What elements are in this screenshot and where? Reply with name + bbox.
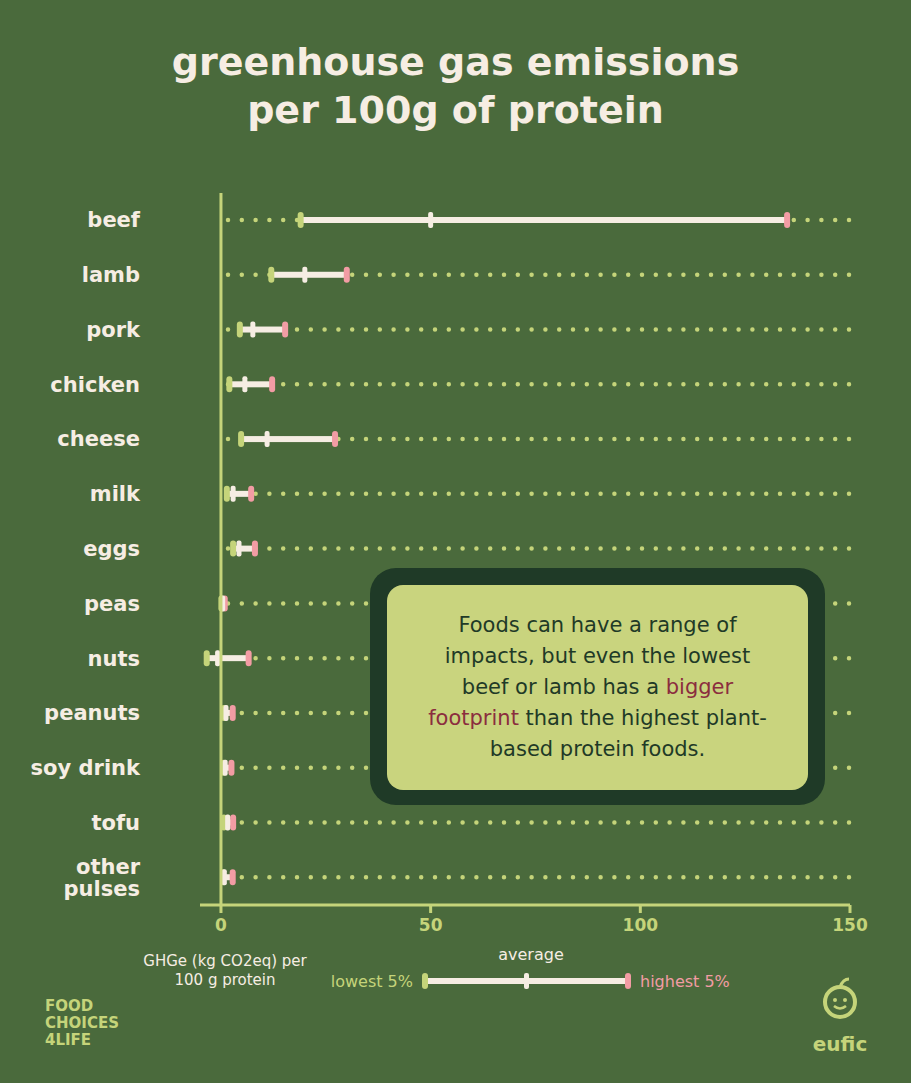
html-text:greenhouse gas emissions: greenhouse gas emissions [171, 40, 740, 84]
svg-text:100: 100 [623, 915, 659, 935]
svg-text:chicken: chicken [50, 373, 140, 397]
svg-text:pork: pork [86, 318, 141, 342]
svg-text:peas: peas [84, 592, 140, 616]
svg-text:50: 50 [419, 915, 443, 935]
svg-text:otherpulses: otherpulses [64, 855, 141, 901]
svg-text:150: 150 [832, 915, 868, 935]
svg-text:tofu: tofu [91, 811, 140, 835]
svg-text:highest 5%: highest 5% [640, 972, 730, 991]
svg-text:lamb: lamb [82, 263, 140, 287]
svg-text:cheese: cheese [57, 427, 140, 451]
svg-text:peanuts: peanuts [44, 701, 140, 725]
svg-text:0: 0 [215, 915, 227, 935]
html-text:per 100g of protein: per 100g of protein [247, 88, 664, 132]
html-text:CHOICES: CHOICES [45, 1014, 119, 1032]
svg-text:beef: beef [87, 208, 141, 232]
html-text:GHGe (kg CO2eq) per 100 g prot: GHGe (kg CO2eq) per 100 g protein [143, 952, 307, 989]
svg-text:milk: milk [90, 482, 141, 506]
svg-text:soy drink: soy drink [31, 756, 141, 780]
html-text:eufic: eufic [812, 1032, 868, 1056]
html-text:4LIFE: 4LIFE [45, 1031, 92, 1049]
svg-text:nuts: nuts [88, 647, 140, 671]
html-text:Foods can have a range of impa: Foods can have a range of impacts, but e… [428, 613, 767, 761]
svg-text:average: average [498, 945, 564, 964]
html-text:FOOD: FOOD [45, 997, 94, 1015]
svg-text:lowest 5%: lowest 5% [331, 972, 413, 991]
svg-text:eggs: eggs [83, 537, 140, 561]
